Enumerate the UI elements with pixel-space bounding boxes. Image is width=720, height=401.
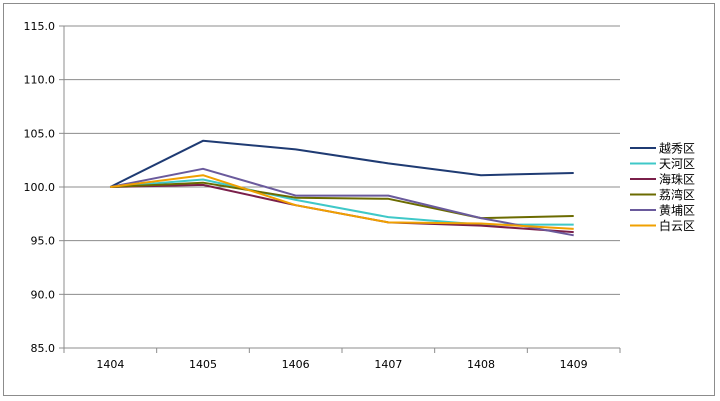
legend-label: 黄埔区 (659, 204, 695, 218)
legend-label: 天河区 (659, 157, 695, 171)
legend-label: 白云区 (659, 218, 695, 233)
series-line-3 (110, 181, 574, 220)
series-line-4 (110, 167, 574, 237)
y-tick-label: 105.0 (24, 127, 56, 140)
legend-label: 海珠区 (659, 172, 695, 187)
x-tick-label: 1408 (467, 358, 495, 371)
x-tick-label: 1404 (96, 358, 124, 371)
x-tick-label: 1406 (282, 358, 310, 371)
legend-label: 越秀区 (659, 142, 695, 156)
y-tick-label: 110.0 (24, 74, 56, 87)
x-tick-label: 1409 (560, 358, 588, 371)
y-tick-label: 95.0 (31, 235, 56, 248)
x-tick-label: 1407 (374, 358, 402, 371)
x-tick-label: 1405 (189, 358, 217, 371)
y-tick-label: 85.0 (31, 342, 56, 355)
legend-label: 荔湾区 (659, 187, 695, 202)
chart-frame (3, 3, 715, 396)
series-line-5 (110, 174, 574, 230)
y-tick-label: 90.0 (31, 288, 56, 301)
y-tick-label: 115.0 (24, 20, 56, 33)
y-tick-label: 100.0 (24, 181, 56, 194)
series-line-0 (109, 139, 574, 188)
series-lines (109, 139, 574, 237)
axes: 85.0 90.0 95.0 100.0 105.0 110.0 115.0 1404 1405… (24, 20, 621, 371)
